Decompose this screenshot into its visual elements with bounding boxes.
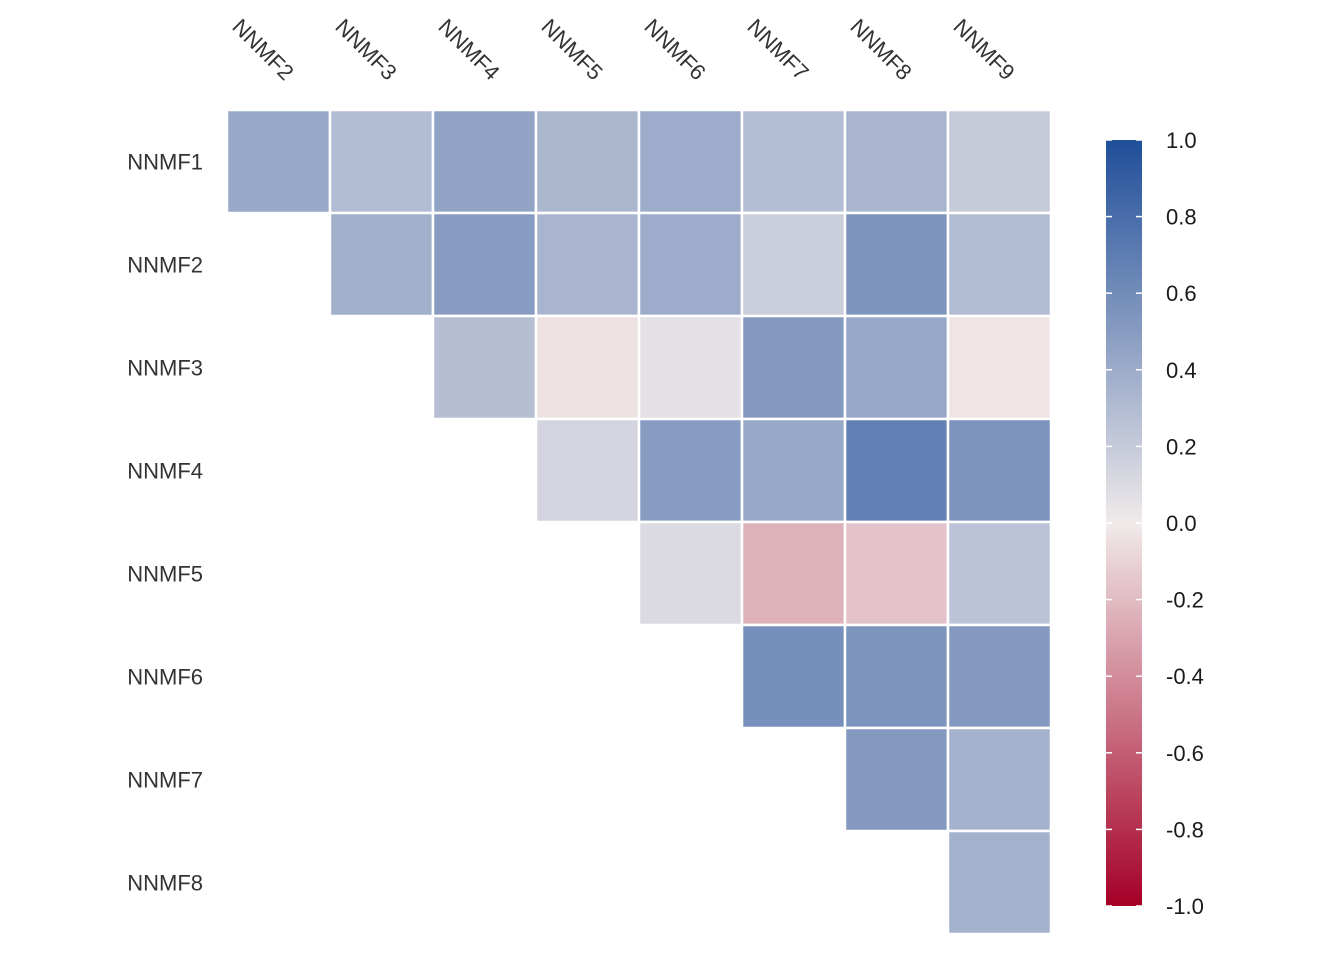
heatmap-cell-nnmf1-nnmf2	[225, 108, 332, 215]
heatmap-cell-nnmf3-nnmf5	[534, 314, 641, 421]
row-label-nnmf8: NNMF8	[127, 871, 203, 896]
column-label-nnmf3: NNMF3	[330, 14, 401, 85]
heatmap-cell-nnmf4-nnmf5	[534, 417, 641, 524]
row-label-nnmf3: NNMF3	[127, 356, 203, 381]
heatmap-cell-nnmf2-nnmf4	[431, 211, 538, 318]
heatmap-cell-nnmf4-nnmf9	[946, 417, 1053, 524]
column-label-nnmf5: NNMF5	[536, 14, 607, 85]
legend-tick-label: 0.0	[1166, 511, 1197, 536]
heatmap-cell-nnmf7-nnmf9	[946, 726, 1053, 833]
heatmap-cell-nnmf1-nnmf4	[431, 108, 538, 215]
heatmap-cell-nnmf6-nnmf7	[740, 623, 847, 730]
column-label-nnmf7: NNMF7	[742, 14, 813, 85]
legend-tick-label: -0.4	[1166, 664, 1204, 689]
heatmap-cell-nnmf4-nnmf7	[740, 417, 847, 524]
heatmap-cell-nnmf3-nnmf8	[843, 314, 950, 421]
column-label-nnmf9: NNMF9	[948, 14, 1019, 85]
heatmap-cell-nnmf4-nnmf6	[637, 417, 744, 524]
heatmap-cell-nnmf2-nnmf5	[534, 211, 641, 318]
heatmap-cell-nnmf1-nnmf6	[637, 108, 744, 215]
legend-tick-label: 0.6	[1166, 281, 1197, 306]
heatmap-cell-nnmf1-nnmf8	[843, 108, 950, 215]
heatmap-cell-nnmf3-nnmf7	[740, 314, 847, 421]
heatmap-cell-nnmf5-nnmf6	[637, 520, 744, 627]
column-label-nnmf2: NNMF2	[227, 14, 298, 85]
column-labels: NNMF2 NNMF3 NNMF4 NNMF5 NNMF6 NNMF7 NNMF8 NNMF9	[227, 14, 1019, 85]
legend-tick-label: 1.0	[1166, 128, 1197, 153]
row-label-nnmf6: NNMF6	[127, 665, 203, 690]
heatmap-cell-nnmf1-nnmf3	[328, 108, 435, 215]
legend-tick-label: -0.6	[1166, 741, 1204, 766]
heatmap-cell-nnmf3-nnmf4	[431, 314, 538, 421]
heatmap-cell-nnmf2-nnmf3	[328, 211, 435, 318]
row-labels: NNMF1 NNMF2 NNMF3 NNMF4 NNMF5 NNMF6 NNMF7 NNMF8	[127, 150, 203, 896]
heatmap-cell-nnmf2-nnmf6	[637, 211, 744, 318]
legend-ticks: -1.0 -0.8 -0.6 -0.4 -0.2 0.0 0.2 0.4 0.6 0.8 1.0	[1106, 128, 1204, 919]
heatmap-cell-nnmf8-nnmf9	[946, 829, 1053, 936]
heatmap-cell-nnmf4-nnmf8	[843, 417, 950, 524]
heatmap-cell-nnmf6-nnmf9	[946, 623, 1053, 730]
row-label-nnmf7: NNMF7	[127, 768, 203, 793]
legend-tick-label: -0.2	[1166, 588, 1204, 613]
heatmap-cell-nnmf2-nnmf7	[740, 211, 847, 318]
legend-tick-label: -1.0	[1166, 894, 1204, 919]
legend-tick-label: -0.8	[1166, 817, 1204, 842]
heatmap-cell-nnmf1-nnmf9	[946, 108, 1053, 215]
heatmap-cell-nnmf1-nnmf7	[740, 108, 847, 215]
heatmap-cell-nnmf7-nnmf8	[843, 726, 950, 833]
heatmap-cell-nnmf5-nnmf7	[740, 520, 847, 627]
heatmap-cell-nnmf1-nnmf5	[534, 108, 641, 215]
column-label-nnmf4: NNMF4	[433, 14, 504, 85]
row-label-nnmf4: NNMF4	[127, 459, 203, 484]
heatmap-cell-nnmf5-nnmf8	[843, 520, 950, 627]
row-label-nnmf2: NNMF2	[127, 253, 203, 278]
heatmap-cell-nnmf2-nnmf8	[843, 211, 950, 318]
legend-tick-label: 0.8	[1166, 205, 1197, 230]
heatmap-cells	[225, 108, 1053, 936]
row-label-nnmf5: NNMF5	[127, 562, 203, 587]
heatmap-cell-nnmf2-nnmf9	[946, 211, 1053, 318]
legend-tick-label: 0.2	[1166, 434, 1197, 459]
column-label-nnmf8: NNMF8	[845, 14, 916, 85]
heatmap-cell-nnmf3-nnmf6	[637, 314, 744, 421]
column-label-nnmf6: NNMF6	[639, 14, 710, 85]
heatmap-cell-nnmf5-nnmf9	[946, 520, 1053, 627]
row-label-nnmf1: NNMF1	[127, 150, 203, 175]
legend-tick-label: 0.4	[1166, 358, 1197, 383]
heatmap-cell-nnmf6-nnmf8	[843, 623, 950, 730]
heatmap-cell-nnmf3-nnmf9	[946, 314, 1053, 421]
color-legend: -1.0 -0.8 -0.6 -0.4 -0.2 0.0 0.2 0.4 0.6 0.8 1.0	[1106, 128, 1204, 919]
